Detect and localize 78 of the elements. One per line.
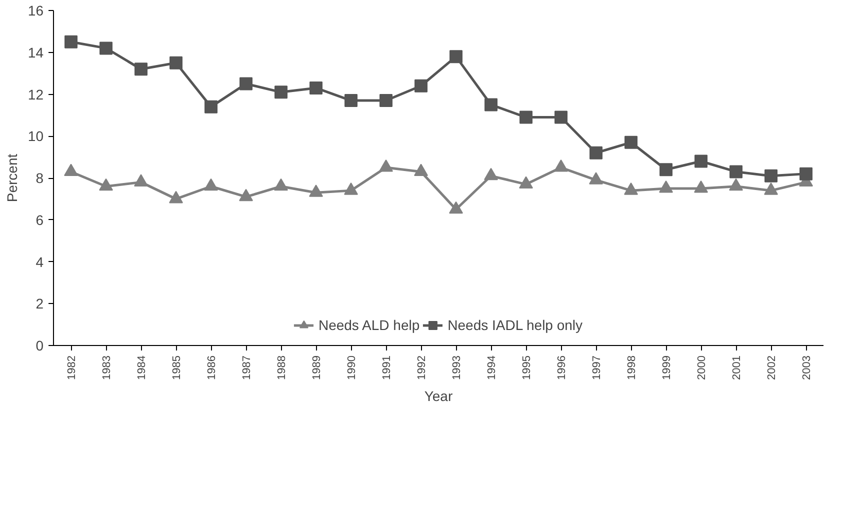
legend-label: Needs ALD help (318, 317, 420, 333)
x-tick-label: 1999 (661, 355, 673, 380)
x-tick-label: 2001 (731, 355, 743, 380)
x-tick-label: 1995 (521, 355, 533, 380)
point (64, 35, 78, 48)
point (380, 94, 392, 108)
y-tick-label: 2 (36, 296, 44, 312)
x-tick-label: 1991 (381, 355, 393, 380)
point (520, 110, 532, 124)
x-tick-label: 1994 (486, 355, 498, 380)
x-tick-label: 1986 (206, 355, 218, 380)
point (414, 79, 428, 92)
x-tick-label: 2003 (801, 355, 813, 380)
x-tick-label: 1988 (276, 355, 288, 380)
x-tick-label: 1987 (241, 355, 253, 380)
point (554, 160, 568, 172)
point (239, 188, 253, 202)
x-tick-label: 1998 (626, 355, 638, 380)
point (134, 174, 148, 186)
x-tick-label: 1996 (556, 355, 568, 380)
point (100, 42, 112, 55)
y-tick-label: 6 (36, 212, 44, 228)
point (729, 178, 743, 191)
point (204, 178, 218, 191)
point (344, 182, 358, 195)
y-tick-label: 10 (28, 128, 44, 144)
point (204, 100, 218, 114)
point (764, 169, 778, 182)
point (730, 165, 742, 178)
y-axis-title: Percent (4, 154, 20, 202)
point (764, 182, 778, 195)
point (274, 86, 288, 99)
point (449, 201, 463, 214)
x-tick-label: 1990 (346, 355, 358, 380)
point (590, 146, 602, 160)
point (660, 163, 672, 176)
x-tick-label: 2002 (766, 355, 778, 380)
y-tick-label: 14 (28, 44, 44, 60)
point (310, 81, 322, 94)
point (309, 184, 323, 197)
point (379, 160, 393, 172)
x-tick-label: 1997 (591, 355, 603, 380)
x-axis-title: Year (424, 388, 453, 404)
point (414, 164, 428, 176)
y-tick-label: 16 (28, 2, 44, 18)
point (659, 180, 673, 193)
point (554, 110, 568, 124)
point (624, 136, 638, 149)
point (450, 50, 462, 64)
x-tick-label: 1982 (66, 355, 78, 380)
legend-label: Needs IADL help only (448, 317, 583, 333)
x-tick-label: 1983 (101, 355, 113, 380)
point (484, 168, 498, 180)
point (344, 94, 358, 108)
x-tick-label: 2000 (696, 355, 708, 380)
point (274, 178, 288, 191)
x-tick-label: 1985 (171, 355, 183, 380)
x-tick-label: 1993 (451, 355, 463, 380)
x-tick-label: 1992 (416, 355, 428, 380)
y-tick-label: 12 (28, 86, 44, 102)
point (99, 178, 113, 191)
point (694, 180, 708, 193)
y-tick-label: 0 (36, 338, 44, 354)
point (484, 98, 498, 112)
point (169, 190, 183, 204)
point (170, 56, 182, 70)
point (694, 154, 708, 168)
y-tick-label: 4 (36, 254, 44, 270)
point (519, 176, 533, 189)
point (589, 172, 603, 184)
point (64, 164, 78, 176)
point (134, 62, 148, 76)
point (624, 182, 638, 195)
y-tick-label: 8 (36, 170, 44, 186)
x-tick-label: 1989 (311, 355, 323, 380)
point (240, 77, 252, 90)
x-tick-label: 1984 (136, 355, 148, 380)
point (800, 167, 812, 180)
